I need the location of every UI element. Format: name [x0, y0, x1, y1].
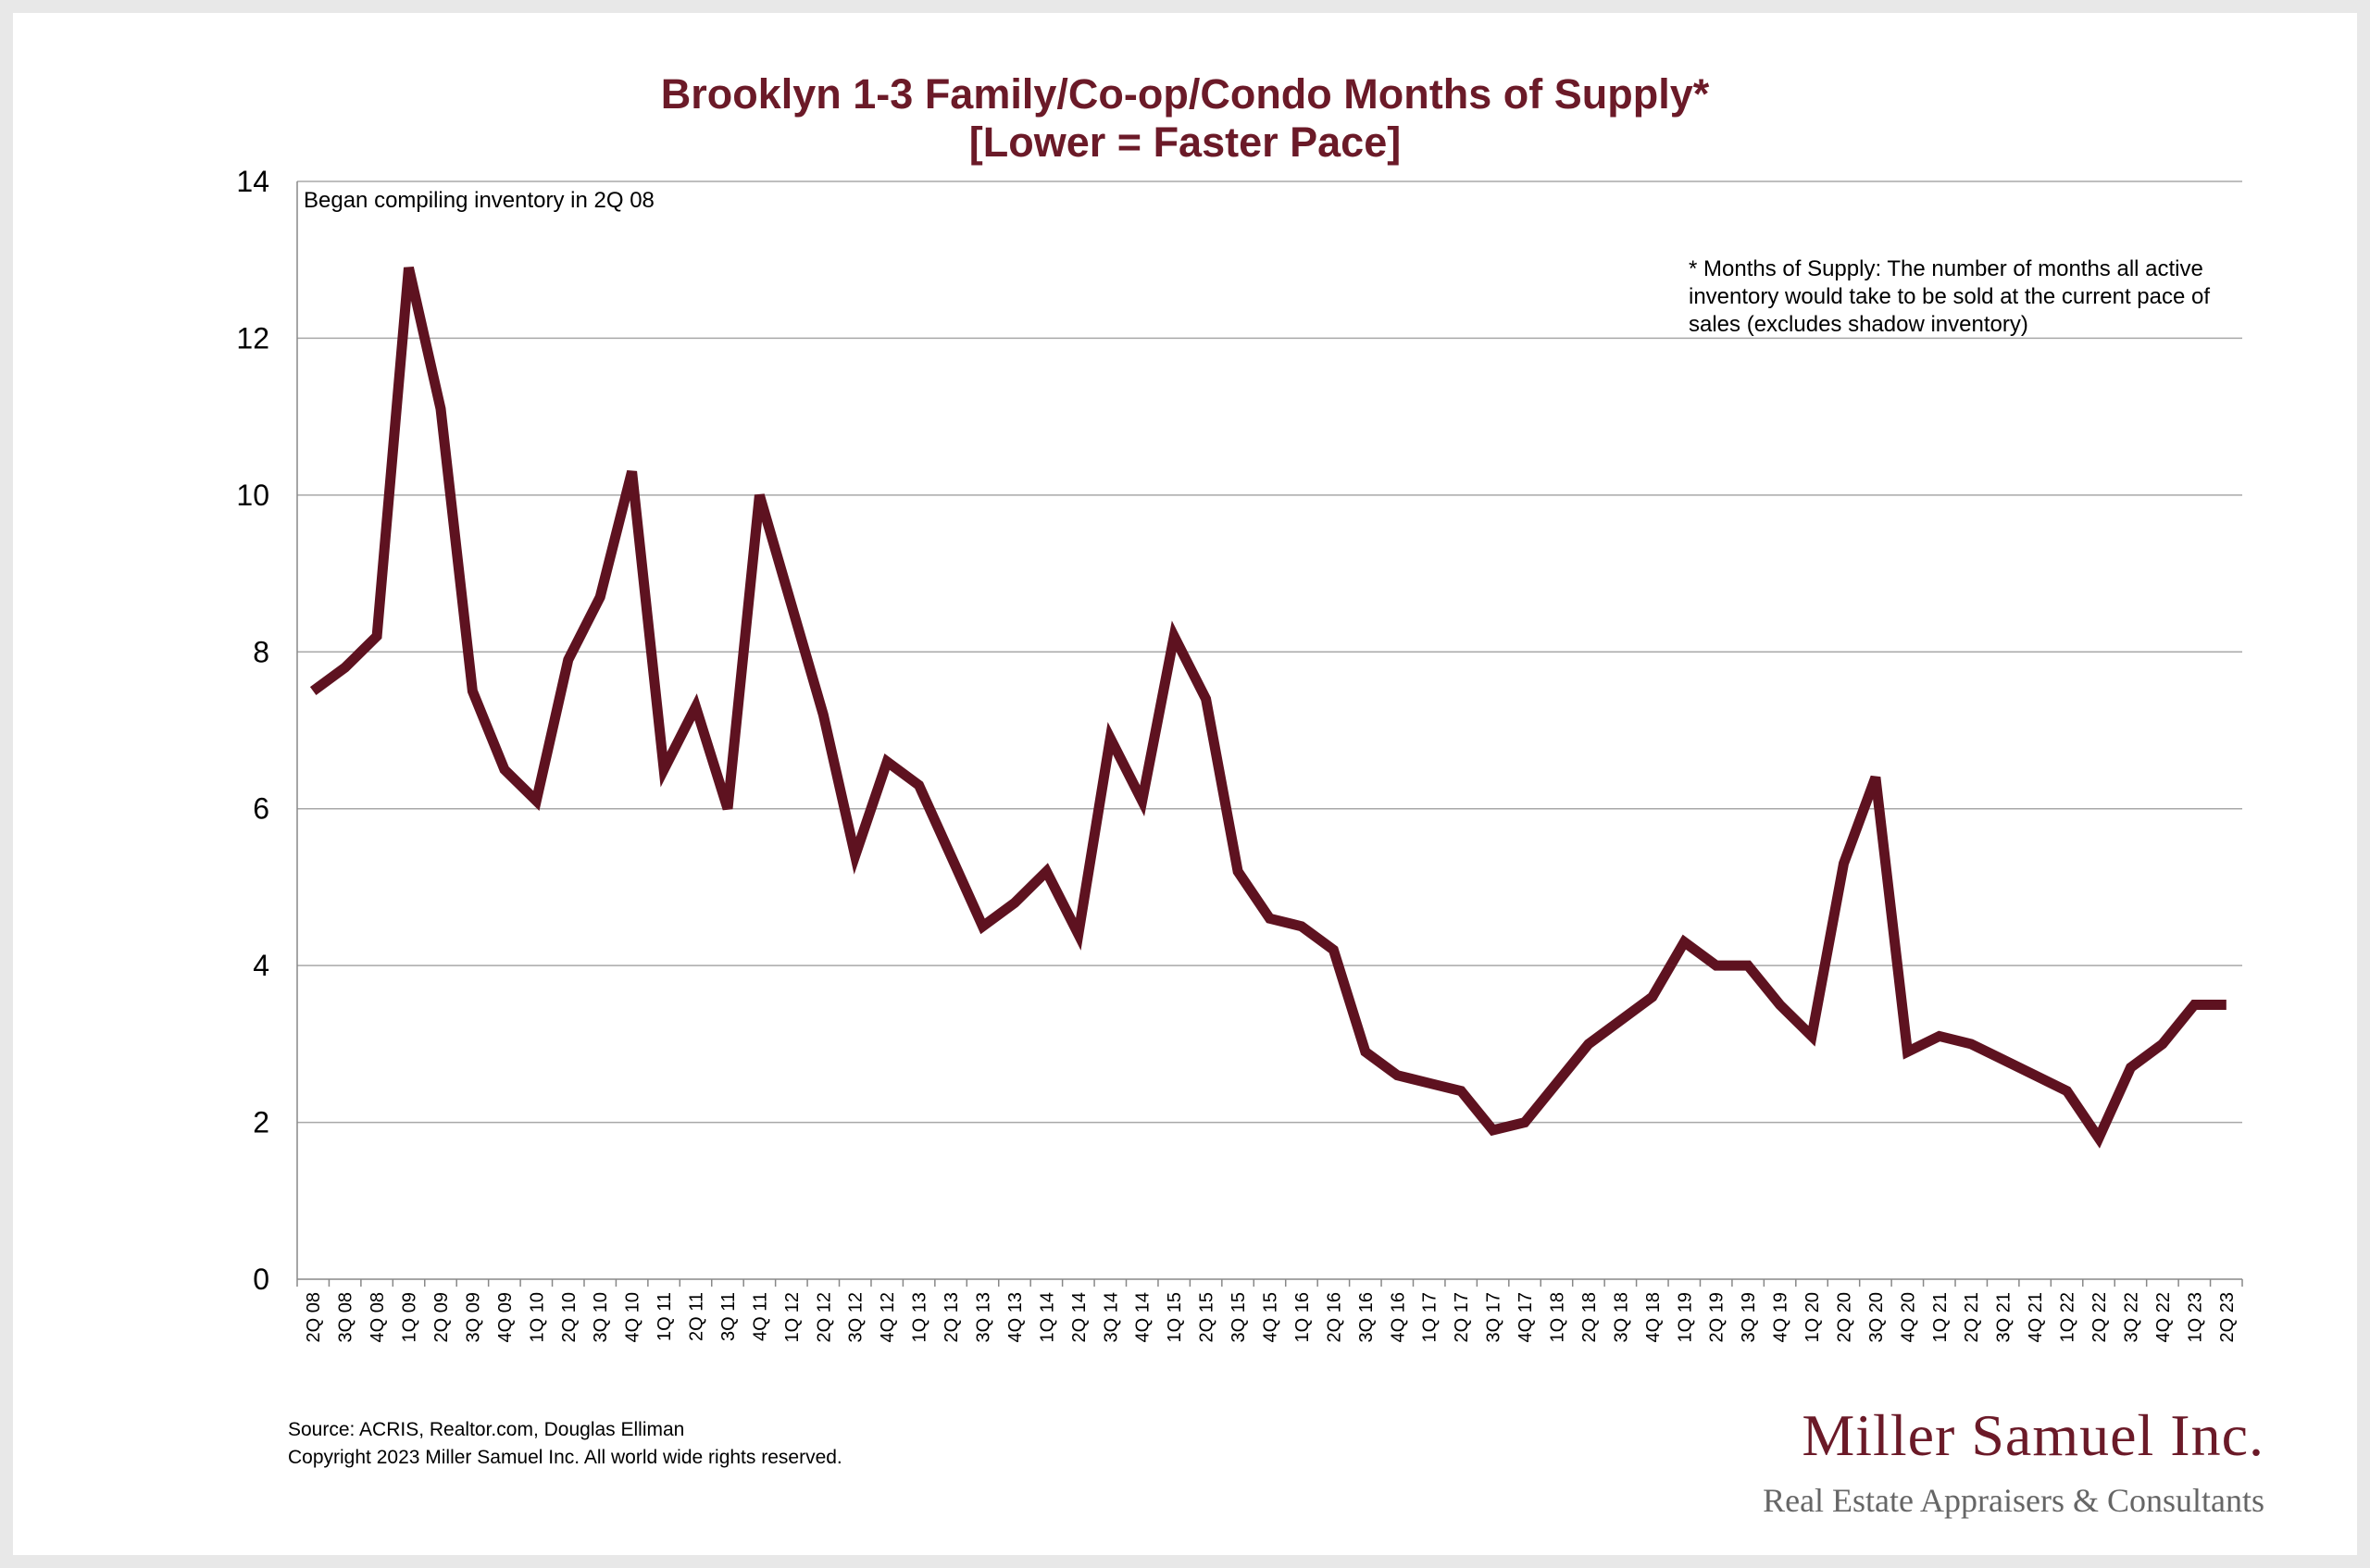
- x-tick-label: 1Q 10: [527, 1292, 547, 1342]
- x-tick-label: 2Q 09: [431, 1292, 452, 1342]
- x-tick-label: 1Q 14: [1037, 1292, 1057, 1342]
- x-tick-label: 2Q 21: [1962, 1292, 1982, 1342]
- source-text: Source: ACRIS, Realtor.com, Douglas Elli…: [288, 1419, 685, 1440]
- x-tick-label: 4Q 19: [1771, 1292, 1791, 1342]
- x-tick-label: 1Q 18: [1547, 1292, 1567, 1342]
- x-tick-label: 1Q 12: [782, 1292, 803, 1342]
- x-tick-label: 3Q 08: [336, 1292, 356, 1342]
- x-tick-label: 3Q 20: [1866, 1292, 1887, 1342]
- x-tick-label: 1Q 21: [1930, 1292, 1951, 1342]
- x-tick-label: 4Q 18: [1643, 1292, 1664, 1342]
- x-tick-label: 2Q 08: [304, 1292, 324, 1342]
- company-logo-tagline: Real Estate Appraisers & Consultants: [1763, 1482, 2264, 1519]
- x-tick-label: 4Q 11: [750, 1292, 770, 1341]
- x-tick-label: 4Q 08: [368, 1292, 388, 1342]
- x-tick-label: 3Q 21: [1994, 1292, 2014, 1342]
- x-tick-label: 4Q 21: [2026, 1292, 2046, 1342]
- x-tick-label: 3Q 13: [974, 1292, 994, 1342]
- x-tick-label: 2Q 14: [1069, 1292, 1090, 1342]
- x-tick-label: 2Q 23: [2217, 1292, 2238, 1342]
- y-tick-label: 10: [236, 479, 269, 512]
- copyright-text: Copyright 2023 Miller Samuel Inc. All wo…: [288, 1447, 842, 1468]
- definition-line-3: sales (excludes shadow inventory): [1689, 312, 2028, 337]
- x-tick-label: 1Q 15: [1165, 1292, 1185, 1342]
- x-tick-label: 3Q 18: [1611, 1292, 1631, 1342]
- x-tick-label: 4Q 13: [1005, 1292, 1026, 1342]
- x-tick-label: 2Q 20: [1834, 1292, 1854, 1342]
- x-tick-label: 2Q 17: [1452, 1292, 1472, 1342]
- y-tick-label: 8: [253, 635, 269, 668]
- x-tick-label: 1Q 11: [655, 1292, 675, 1341]
- x-tick-label: 2Q 13: [942, 1292, 962, 1342]
- x-tick-label: 4Q 16: [1388, 1292, 1408, 1342]
- y-tick-label: 6: [253, 792, 269, 826]
- chart-title: Brooklyn 1-3 Family/Co-op/Condo Months o…: [660, 70, 1710, 118]
- x-tick-label: 1Q 23: [2185, 1292, 2205, 1342]
- x-tick-label: 3Q 19: [1739, 1292, 1759, 1342]
- x-tick-label: 3Q 16: [1356, 1292, 1377, 1342]
- x-tick-label: 2Q 15: [1197, 1292, 1217, 1342]
- x-tick-label: 4Q 20: [1898, 1292, 1918, 1342]
- line-chart: 0 2 4 6 8 10 12 14 2Q 08 3Q 08 4Q 08 1Q 09 2Q 09 3Q 0…: [236, 165, 2243, 1342]
- x-tick-label: 3Q 12: [846, 1292, 867, 1342]
- x-tick-label: 4Q 22: [2153, 1292, 2174, 1342]
- annotation-began: Began compiling inventory in 2Q 08: [304, 188, 655, 213]
- x-tick-label: 2Q 16: [1324, 1292, 1344, 1342]
- chart-frame: Brooklyn 1-3 Family/Co-op/Condo Months o…: [13, 13, 2357, 1555]
- y-tick-label: 12: [236, 321, 269, 355]
- x-tick-label: 4Q 17: [1516, 1292, 1536, 1342]
- x-tick-label: 2Q 18: [1579, 1292, 1600, 1342]
- annotation-definition: * Months of Supply: The number of months…: [1689, 255, 2210, 339]
- x-tick-label: 4Q 12: [878, 1292, 898, 1342]
- x-tick-label: 3Q 10: [591, 1292, 611, 1342]
- x-tick-label: 2Q 11: [687, 1292, 707, 1341]
- x-tick-label: 2Q 12: [814, 1292, 834, 1342]
- x-tick-label: 1Q 20: [1802, 1292, 1823, 1342]
- x-tick-label: 4Q 10: [623, 1292, 643, 1342]
- y-tick-label: 4: [253, 949, 269, 982]
- definition-line-1: * Months of Supply: The number of months…: [1689, 256, 2203, 281]
- chart-subtitle: [Lower = Faster Pace]: [968, 118, 1402, 166]
- x-tick-label: 3Q 15: [1229, 1292, 1249, 1342]
- x-tick-label: 4Q 09: [495, 1292, 516, 1342]
- x-tick-label: 2Q 10: [559, 1292, 580, 1342]
- x-tick-label: 1Q 09: [400, 1292, 420, 1342]
- x-tick-label: 1Q 16: [1292, 1292, 1313, 1342]
- company-logo-name: Miller Samuel Inc.: [1802, 1402, 2264, 1468]
- x-tick-label: 4Q 14: [1133, 1292, 1154, 1342]
- series-line: [309, 266, 2227, 1149]
- y-tick-label: 0: [253, 1263, 269, 1296]
- x-tick-label: 1Q 13: [910, 1292, 930, 1342]
- definition-line-2: inventory would take to be sold at the c…: [1689, 284, 2211, 309]
- footer: Source: ACRIS, Realtor.com, Douglas Elli…: [288, 1416, 842, 1472]
- x-tick-label: 1Q 22: [2058, 1292, 2078, 1342]
- x-tick-label: 2Q 19: [1707, 1292, 1728, 1342]
- x-tick-label: 3Q 11: [718, 1292, 739, 1341]
- x-tick-label: 1Q 17: [1420, 1292, 1441, 1342]
- x-tick-label: 3Q 09: [463, 1292, 483, 1342]
- y-tick-label: 14: [236, 165, 269, 198]
- x-tick-label: 4Q 15: [1261, 1292, 1281, 1342]
- x-tick-label: 3Q 17: [1484, 1292, 1504, 1342]
- x-tick-label: 3Q 22: [2121, 1292, 2141, 1342]
- x-tick-label: 3Q 14: [1101, 1292, 1121, 1342]
- x-tick-label: 1Q 19: [1675, 1292, 1695, 1342]
- y-tick-label: 2: [253, 1106, 269, 1139]
- x-tick-label: 2Q 22: [2089, 1292, 2110, 1342]
